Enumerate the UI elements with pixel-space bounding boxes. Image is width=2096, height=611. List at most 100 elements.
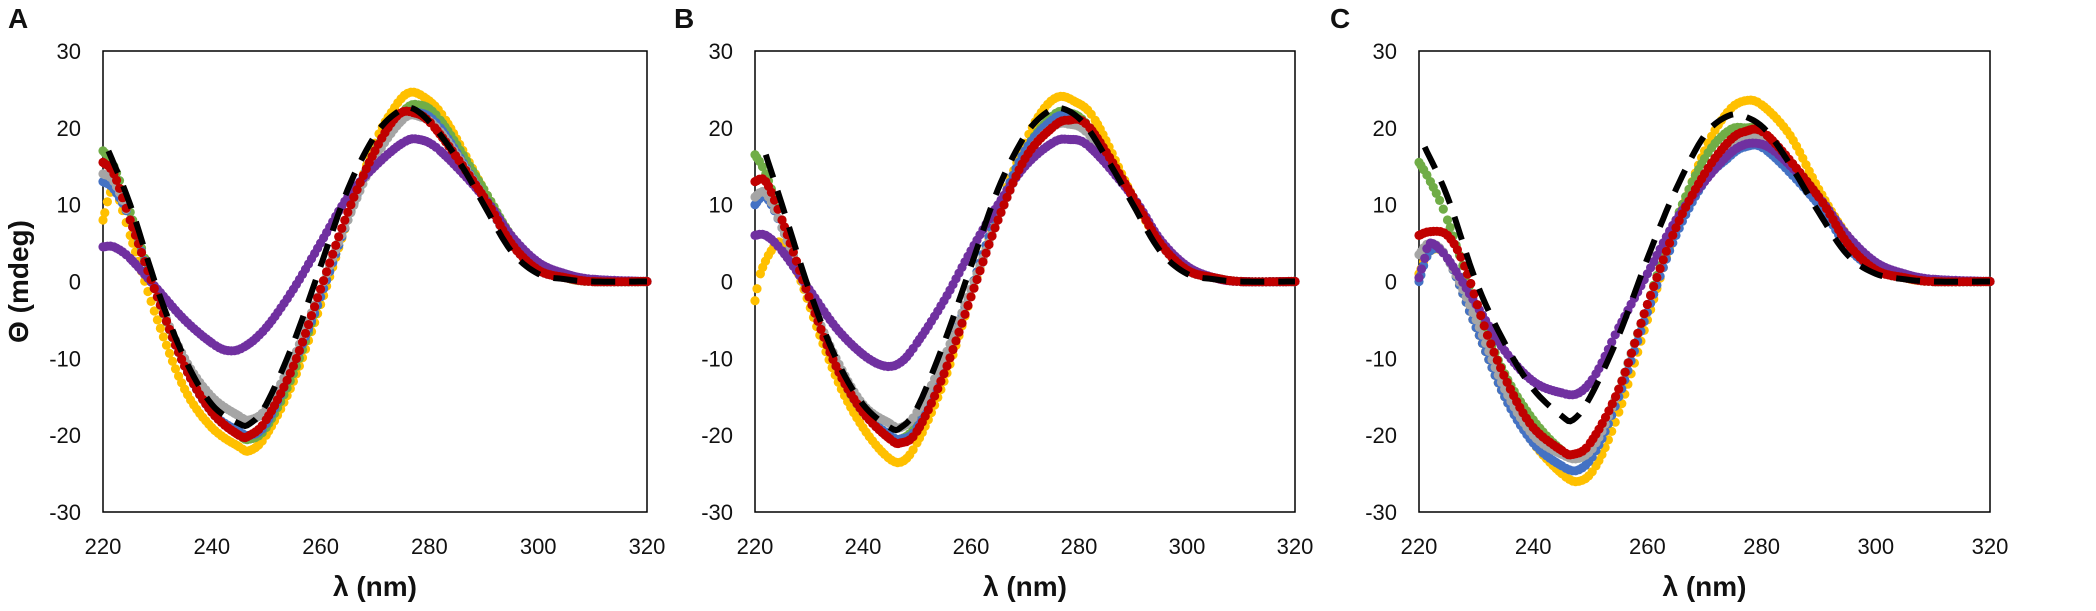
series-line	[105, 104, 647, 430]
data-point	[1636, 318, 1646, 328]
series-line	[1421, 111, 1990, 425]
data-point	[136, 247, 147, 258]
y-tick-label: -10	[701, 346, 733, 371]
data-point	[149, 306, 159, 316]
data-point	[975, 266, 985, 276]
data-point	[161, 316, 172, 326]
data-point	[1658, 255, 1668, 265]
data-point	[1431, 188, 1441, 198]
chart-panel-c: C -30 -20 -10 0 10 20 30 220 240 260 280 300 320 λ (nm…	[1330, 3, 2008, 602]
data-point	[942, 361, 952, 371]
data-point	[1604, 406, 1614, 416]
y-tick-label: -10	[1365, 346, 1397, 371]
series-blue	[1414, 140, 1995, 476]
data-point	[954, 327, 964, 337]
data-point	[1469, 289, 1479, 299]
y-tick-label: 20	[1373, 116, 1397, 141]
y-tick-label: 10	[1373, 193, 1397, 218]
data-point	[908, 445, 918, 455]
series-purple	[750, 134, 1300, 372]
data-point	[170, 364, 181, 374]
data-point	[930, 391, 940, 401]
series-line	[762, 104, 1295, 434]
data-point	[155, 323, 165, 333]
data-point	[1472, 300, 1482, 310]
data-point	[100, 208, 110, 218]
data-point	[149, 283, 159, 294]
y-tick-label: 20	[709, 116, 733, 141]
data-point	[152, 315, 162, 325]
data-point	[1442, 215, 1453, 225]
data-point	[1623, 358, 1633, 368]
data-point	[313, 293, 323, 303]
data-point	[816, 324, 826, 334]
data-point	[1489, 347, 1499, 357]
x-tick-label: 260	[1629, 534, 1666, 559]
data-point	[791, 256, 802, 266]
data-point	[125, 215, 135, 225]
y-tick-label: 30	[57, 39, 81, 64]
y-tick-label: 0	[1385, 270, 1397, 295]
data-point	[996, 207, 1006, 217]
data-point	[1655, 264, 1665, 274]
data-point	[337, 223, 347, 233]
series-red	[750, 114, 1300, 449]
y-tick-label: -30	[701, 500, 733, 525]
x-tick-label: 240	[845, 534, 882, 559]
x-tick-label: 320	[1277, 534, 1314, 559]
data-point	[158, 332, 168, 342]
chart-panel-b: B -30 -20 -10 0 10 20 30 220 240 260 280 300 320 λ (nm…	[674, 3, 1313, 602]
data-point	[972, 274, 982, 285]
x-tick-label: 300	[1169, 534, 1206, 559]
data-point	[981, 248, 991, 258]
y-tick-label: -20	[1365, 423, 1397, 448]
data-point	[1665, 238, 1675, 248]
data-point	[1479, 321, 1489, 331]
y-tick-label: 0	[69, 270, 81, 295]
x-tick-label: 260	[953, 534, 990, 559]
data-point	[310, 302, 320, 312]
chart-panel-a: A -30 -20 -10 0 10 20 30 220 240 260 280 300 320 λ (nm…	[3, 3, 665, 602]
data-point	[282, 375, 292, 385]
x-tick-label: 220	[1401, 534, 1438, 559]
data-point	[328, 249, 338, 259]
data-point	[1607, 426, 1617, 436]
series-purple	[98, 134, 652, 356]
data-point	[1456, 252, 1466, 262]
x-axis-title: λ (nm)	[983, 571, 1067, 602]
data-point	[1452, 245, 1462, 255]
series-black-dashed	[105, 104, 647, 430]
data-point	[285, 368, 295, 378]
data-point	[294, 345, 304, 356]
data-point	[291, 353, 301, 364]
data-point	[1633, 328, 1643, 338]
x-axis-title: λ (nm)	[333, 571, 417, 602]
x-tick-label: 240	[193, 534, 230, 559]
data-point	[957, 318, 967, 328]
data-point	[1416, 264, 1427, 274]
data-point	[322, 267, 332, 277]
data-point	[1617, 376, 1627, 386]
data-point	[164, 348, 175, 358]
data-point	[1496, 363, 1506, 373]
data-point	[352, 185, 362, 195]
data-point	[990, 223, 1000, 233]
series-black-dashed	[1421, 111, 1990, 425]
x-tick-label: 300	[520, 534, 557, 559]
x-tick-label: 320	[629, 534, 666, 559]
data-point	[1002, 192, 1012, 202]
data-point	[1486, 339, 1496, 349]
data-point	[978, 257, 988, 267]
y-tick-label: -20	[49, 423, 81, 448]
panel-label: A	[8, 3, 28, 34]
x-axis-title: λ (nm)	[1663, 571, 1747, 602]
x-tick-label: 240	[1515, 534, 1552, 559]
data-point	[1482, 330, 1493, 340]
y-tick-label: 0	[721, 270, 733, 295]
data-point	[1414, 273, 1424, 283]
data-point	[1438, 204, 1448, 214]
data-point	[757, 162, 768, 172]
data-point	[300, 328, 311, 338]
data-point	[355, 177, 365, 188]
data-point	[1502, 377, 1512, 387]
